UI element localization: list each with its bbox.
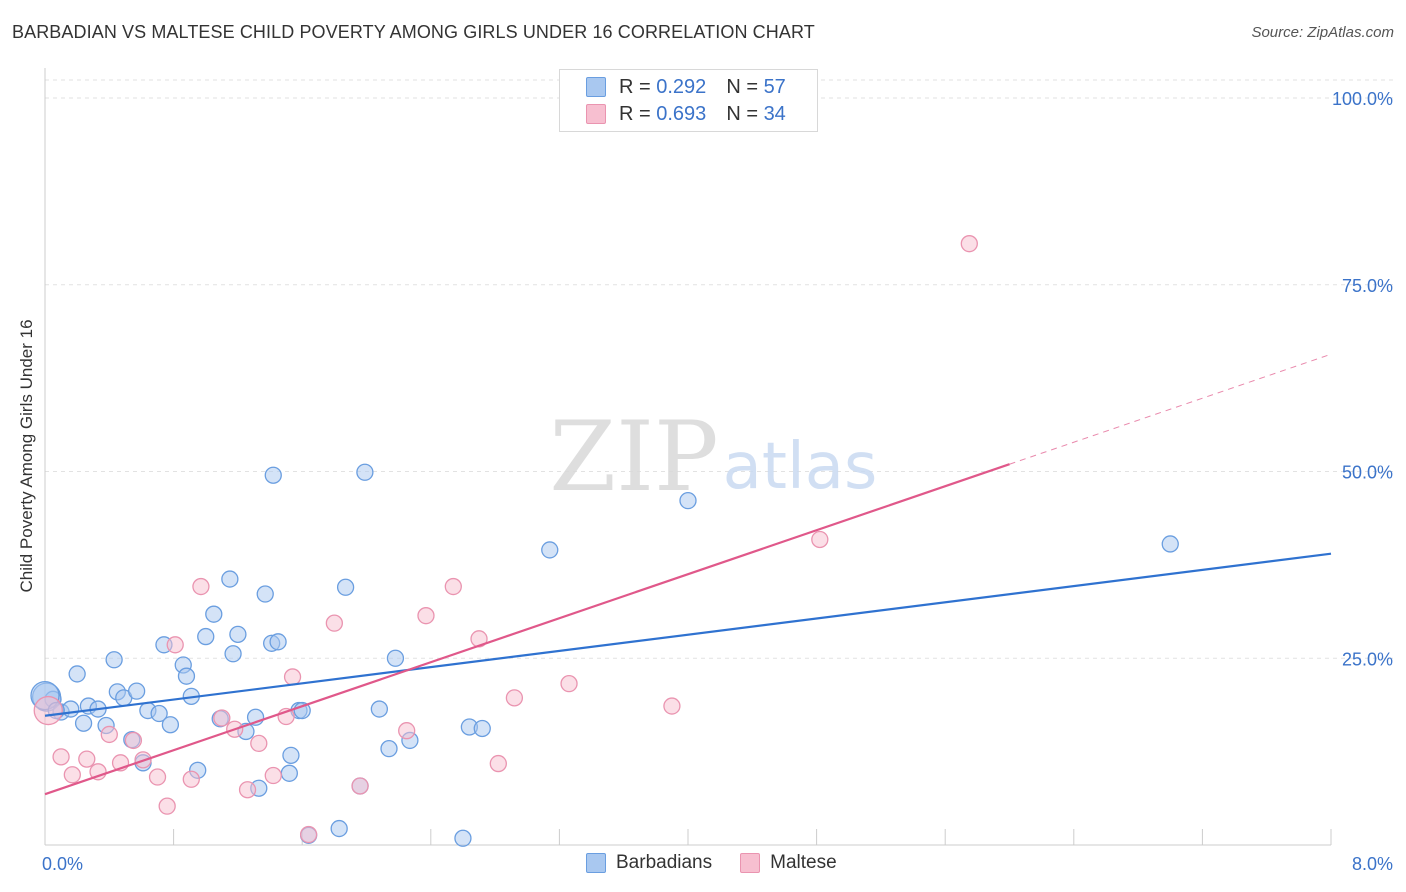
chart-title: BARBADIAN VS MALTESE CHILD POVERTY AMONG… [12, 22, 815, 42]
barbadian-point [356, 463, 374, 481]
barbadian-point [161, 716, 180, 734]
barbadians-swatch [586, 853, 606, 873]
barbadian-point [264, 466, 282, 484]
maltese-point [52, 748, 70, 766]
barbadian-point [269, 633, 287, 651]
barbadian-point [177, 667, 196, 685]
barbadians-points [30, 463, 1179, 847]
barbadian-point [386, 649, 405, 667]
barbadian-point [336, 578, 355, 596]
barbadian-point [541, 541, 559, 559]
n-label: N = [726, 75, 758, 98]
maltese-point [100, 725, 118, 744]
barbadian-point [74, 714, 93, 732]
x-tick-label: 0.0% [42, 854, 83, 874]
barbadian-point [224, 645, 242, 663]
maltese-point [663, 697, 681, 715]
tick-labels: 25.0% 50.0% 75.0% 100.0% 0.0% 8.0% [42, 89, 1393, 874]
maltese-trend-extension [1009, 353, 1332, 465]
barbadian-point [679, 491, 697, 510]
maltese-point [148, 768, 167, 786]
maltese-swatch [586, 104, 606, 124]
maltese-point [283, 668, 302, 686]
legend-item-maltese: Maltese [740, 852, 837, 874]
maltese-point [78, 750, 96, 768]
maltese-point [398, 722, 416, 740]
barbadian-point [197, 627, 215, 646]
maltese-point [505, 689, 524, 707]
r-label: R = [619, 102, 651, 125]
maltese-point [264, 766, 282, 785]
barbadian-point [454, 829, 472, 847]
barbadian-point [229, 625, 247, 643]
barbadian-point [62, 700, 80, 718]
barbadian-point [280, 764, 298, 782]
maltese-point [33, 695, 63, 726]
barbadian-point [150, 704, 168, 723]
barbadian-point [221, 570, 239, 588]
maltese-point [238, 781, 257, 799]
maltese-point [811, 530, 829, 549]
barbadian-point [256, 585, 274, 603]
barbadian-point [370, 700, 389, 718]
y-tick-label: 25.0% [1342, 649, 1393, 669]
barbadian-point [127, 682, 146, 700]
barbadian-point [330, 819, 348, 838]
n-label: N = [726, 102, 758, 125]
maltese-point [124, 731, 143, 750]
barbadian-point [68, 665, 86, 683]
barbadian-point [205, 605, 223, 623]
maltese-point [182, 770, 200, 788]
n-value: 34 [763, 102, 786, 125]
y-tick-label: 75.0% [1342, 276, 1393, 296]
maltese-point [444, 577, 462, 596]
correlation-legend: R = 0.292 N = 57 R = 0.693 N = 34 [559, 69, 818, 132]
n-value: 57 [763, 75, 786, 98]
maltese-point [960, 235, 978, 253]
barbadian-point [380, 739, 398, 758]
maltese-point [213, 709, 231, 727]
trend-lines [44, 353, 1332, 796]
series-legend: Barbadians Maltese [586, 852, 865, 874]
legend-row-maltese: R = 0.693 N = 34 [586, 102, 786, 126]
barbadian-point [282, 746, 300, 765]
maltese-point [325, 614, 344, 632]
maltese-point [417, 607, 435, 625]
x-tick-label: 8.0% [1352, 854, 1393, 874]
r-label: R = [619, 75, 651, 98]
watermark: ZIP atlas [549, 401, 877, 513]
barbadian-point [1161, 535, 1179, 553]
maltese-point [489, 754, 507, 773]
barbadians-trend-line [44, 552, 1332, 717]
maltese-point [166, 636, 184, 654]
maltese-point [299, 825, 318, 844]
legend-row-barbadians: R = 0.292 N = 57 [586, 75, 786, 99]
source-label: Source: ZipAtlas.com [1251, 24, 1394, 41]
y-tick-label: 50.0% [1342, 463, 1393, 483]
maltese-point [351, 777, 369, 795]
r-value: 0.292 [656, 75, 707, 98]
barbadian-point [473, 719, 491, 738]
watermark-atlas: atlas [723, 430, 878, 504]
barbadian-point [105, 651, 123, 669]
y-tick-label: 100.0% [1332, 89, 1393, 109]
maltese-point [63, 766, 81, 784]
legend-label-barbadians: Barbadians [616, 852, 713, 873]
r-value: 0.693 [656, 102, 707, 125]
maltese-points [33, 235, 978, 844]
maltese-point [560, 674, 578, 693]
maltese-point [192, 577, 210, 596]
barbadians-swatch [586, 77, 606, 97]
maltese-swatch [740, 853, 761, 873]
legend-label-maltese: Maltese [770, 852, 837, 873]
maltese-trend-line [44, 463, 1010, 796]
legend-item-barbadians: Barbadians [586, 852, 712, 874]
maltese-point [158, 797, 176, 815]
maltese-point [250, 734, 268, 753]
